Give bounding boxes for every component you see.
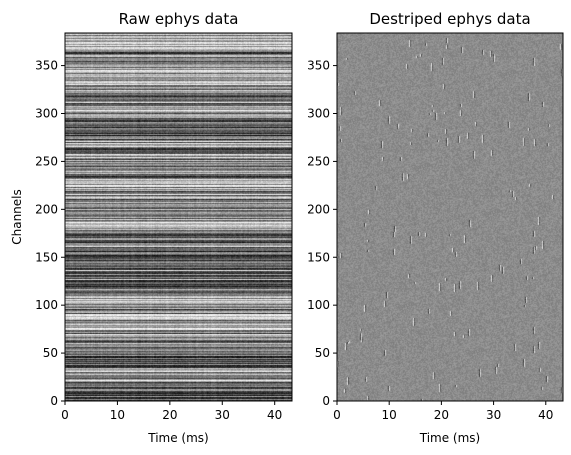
x-tick-label: 40 <box>267 408 282 422</box>
x-tick-label: 10 <box>110 408 125 422</box>
destriped-heatmap-image <box>337 33 563 401</box>
raw-axis-ticks: 0 10 20 30 40 0 50 100 150 200 250 300 350 <box>35 59 282 422</box>
y-tick-label: 200 <box>35 202 58 216</box>
y-tick-label: 250 <box>307 154 330 168</box>
x-tick-label: 20 <box>162 408 177 422</box>
raw-heatmap <box>65 33 292 401</box>
x-tick-label: 10 <box>382 408 397 422</box>
destriped-heatmap <box>337 33 563 401</box>
y-tick-label: 50 <box>43 346 58 360</box>
x-tick-label: 20 <box>434 408 449 422</box>
raw-panel-title: Raw ephys data <box>119 10 239 28</box>
y-tick-label: 100 <box>35 298 58 312</box>
x-tick-label: 30 <box>215 408 230 422</box>
y-tick-label: 150 <box>35 250 58 264</box>
y-tick-label: 350 <box>307 59 330 73</box>
y-tick-label: 250 <box>35 154 58 168</box>
x-tick-label: 0 <box>61 408 69 422</box>
destriped-axes-frame <box>336 32 564 402</box>
raw-x-axis-label: Time (ms) <box>147 431 209 445</box>
y-tick-label: 300 <box>35 107 58 121</box>
raw-data-panel: Raw ephys data 0 10 20 30 40 0 50 100 150 200 250 3… <box>10 10 293 445</box>
y-tick-label: 0 <box>322 394 330 408</box>
raw-heatmap-image <box>65 33 292 401</box>
destriped-x-axis-label: Time (ms) <box>419 431 481 445</box>
y-tick-label: 350 <box>35 59 58 73</box>
y-tick-label: 100 <box>307 298 330 312</box>
raw-axes-frame <box>64 32 293 402</box>
y-tick-label: 50 <box>315 346 330 360</box>
y-tick-label: 150 <box>307 250 330 264</box>
destriped-data-panel: Destriped ephys data 0 10 20 30 40 0 50 100 150 2… <box>307 10 564 445</box>
x-tick-label: 40 <box>538 408 553 422</box>
x-tick-label: 0 <box>333 408 341 422</box>
y-tick-label: 0 <box>50 394 58 408</box>
destriped-panel-title: Destriped ephys data <box>369 10 530 28</box>
y-tick-label: 200 <box>307 202 330 216</box>
raw-y-axis-label: Channels <box>10 189 24 245</box>
destriped-axis-ticks: 0 10 20 30 40 0 50 100 150 200 250 300 350 <box>307 59 553 422</box>
x-tick-label: 30 <box>486 408 501 422</box>
y-tick-label: 300 <box>307 107 330 121</box>
